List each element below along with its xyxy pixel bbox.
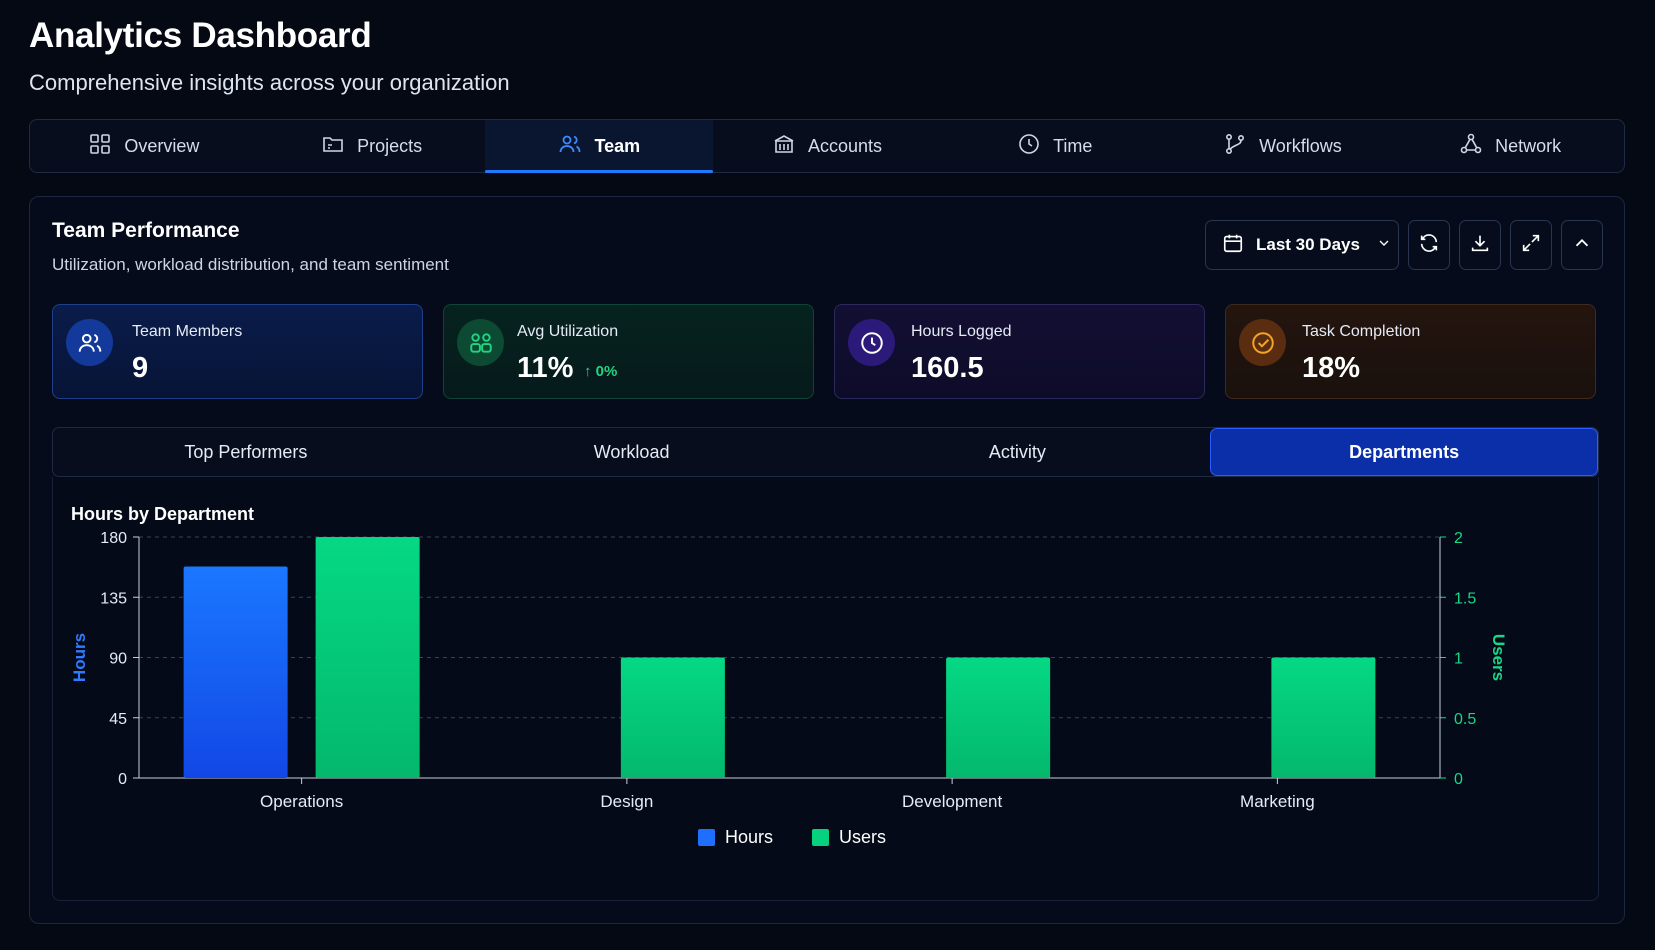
network-icon <box>1459 132 1483 161</box>
y-tick-label: 90 <box>109 651 127 668</box>
chart-title: Hours by Department <box>71 504 255 524</box>
clock-icon <box>848 319 895 366</box>
stat-card-hours-logged: Hours Logged 160.5 <box>834 304 1205 399</box>
x-tick-label: Operations <box>260 792 343 811</box>
stat-card-team-members: Team Members 9 <box>52 304 423 399</box>
bar-users <box>315 537 420 778</box>
stat-value: 9 <box>132 352 149 384</box>
download-button[interactable] <box>1459 220 1501 270</box>
main-nav: Overview Projects Team Accounts Time <box>29 119 1625 173</box>
tab-label: Time <box>1053 135 1093 156</box>
git-branch-icon <box>1223 132 1247 161</box>
tab-label: Workflows <box>1259 135 1342 156</box>
tab-workflows[interactable]: Workflows <box>1169 120 1397 172</box>
stat-label: Hours Logged <box>911 323 1012 340</box>
subtab-activity[interactable]: Activity <box>988 441 1046 462</box>
y2-tick-label: 1 <box>1454 651 1463 668</box>
y2-tick-label: 1.5 <box>1454 590 1476 607</box>
tab-time[interactable]: Time <box>941 120 1169 172</box>
date-range-select[interactable]: Last 30 Days <box>1205 220 1399 270</box>
tab-network[interactable]: Network <box>1396 120 1624 172</box>
y-axis-label: Hours <box>70 633 89 682</box>
page-title: Analytics Dashboard <box>29 16 372 55</box>
stat-value: 11% <box>517 352 574 384</box>
chart-card: Hours by Department 0 45 90 135 180 0 0.5 1 1.5 2… <box>52 477 1599 901</box>
y2-tick-label: 2 <box>1454 530 1463 547</box>
stat-label: Avg Utilization <box>517 323 619 340</box>
legend-swatch <box>698 829 715 846</box>
calendar-icon <box>1222 232 1244 259</box>
expand-button[interactable] <box>1510 220 1552 270</box>
bar-users <box>946 657 1051 778</box>
folder-icon <box>321 132 345 161</box>
legend-label: Hours <box>725 827 773 847</box>
tab-label: Overview <box>124 135 200 156</box>
team-performance-panel: Team Performance Utilization, workload d… <box>29 196 1625 924</box>
tab-label: Accounts <box>807 135 883 156</box>
stat-label: Task Completion <box>1302 323 1421 340</box>
y-tick-label: 135 <box>100 590 127 607</box>
stat-delta: ↑ 0% <box>584 363 617 380</box>
tab-accounts[interactable]: Accounts <box>713 120 941 172</box>
refresh-button[interactable] <box>1408 220 1450 270</box>
subtab-workload[interactable]: Workload <box>593 441 670 462</box>
tab-label: Projects <box>357 135 423 156</box>
stat-delta-value: 0% <box>595 363 618 380</box>
page-subtitle: Comprehensive insights across your organ… <box>29 70 510 95</box>
legend-label: Users <box>839 827 886 847</box>
sub-tabs: Top Performers Workload Activity Departm… <box>52 427 1599 477</box>
bar-users <box>620 657 725 778</box>
subtab-departments[interactable]: Departments <box>1210 428 1598 476</box>
clock-icon <box>1017 132 1041 161</box>
stat-value: 160.5 <box>911 352 984 384</box>
x-tick-label: Design <box>600 792 653 811</box>
y-tick-label: 45 <box>109 711 127 728</box>
grid-icon <box>88 132 112 161</box>
tab-projects[interactable]: Projects <box>258 120 486 172</box>
date-range-label: Last 30 Days <box>1256 235 1360 254</box>
users-icon <box>66 319 113 366</box>
tab-label: Team <box>594 135 641 156</box>
y2-axis-label: Users <box>1489 634 1508 681</box>
bar-users <box>1271 657 1376 778</box>
legend-swatch <box>812 829 829 846</box>
chevron-down-icon <box>1376 235 1392 256</box>
y2-tick-label: 0.5 <box>1454 711 1476 728</box>
hours-by-department-chart: 0 45 90 135 180 0 0.5 1 1.5 2 Hours Users Operations… <box>70 530 1508 847</box>
y-tick-label: 0 <box>118 771 127 788</box>
tab-label: Network <box>1495 135 1562 156</box>
download-icon <box>1469 232 1491 259</box>
stat-card-task-completion: Task Completion 18% <box>1225 304 1596 399</box>
tab-team[interactable]: Team <box>485 120 714 173</box>
bank-icon <box>772 132 796 161</box>
refresh-icon <box>1418 232 1440 259</box>
chevron-up-icon <box>1571 232 1593 259</box>
x-tick-label: Marketing <box>1240 792 1315 811</box>
arrow-up-icon: ↑ <box>584 363 592 380</box>
stat-label: Team Members <box>132 323 243 340</box>
check-circle-icon <box>1239 319 1286 366</box>
x-tick-label: Development <box>902 792 1002 811</box>
users-group-icon <box>457 319 504 366</box>
users-icon <box>558 132 582 161</box>
collapse-button[interactable] <box>1561 220 1603 270</box>
y-tick-label: 180 <box>100 530 127 547</box>
tab-overview[interactable]: Overview <box>30 120 258 172</box>
stat-card-avg-utilization: Avg Utilization 11% ↑ 0% <box>443 304 814 399</box>
subtab-top-performers[interactable]: Top Performers <box>184 441 308 462</box>
stat-value: 18% <box>1302 352 1361 384</box>
panel-subtitle: Utilization, workload distribution, and … <box>52 255 449 274</box>
y2-tick-label: 0 <box>1454 771 1463 788</box>
panel-title: Team Performance <box>52 219 240 242</box>
bar-hours <box>183 566 288 778</box>
expand-icon <box>1520 232 1542 259</box>
